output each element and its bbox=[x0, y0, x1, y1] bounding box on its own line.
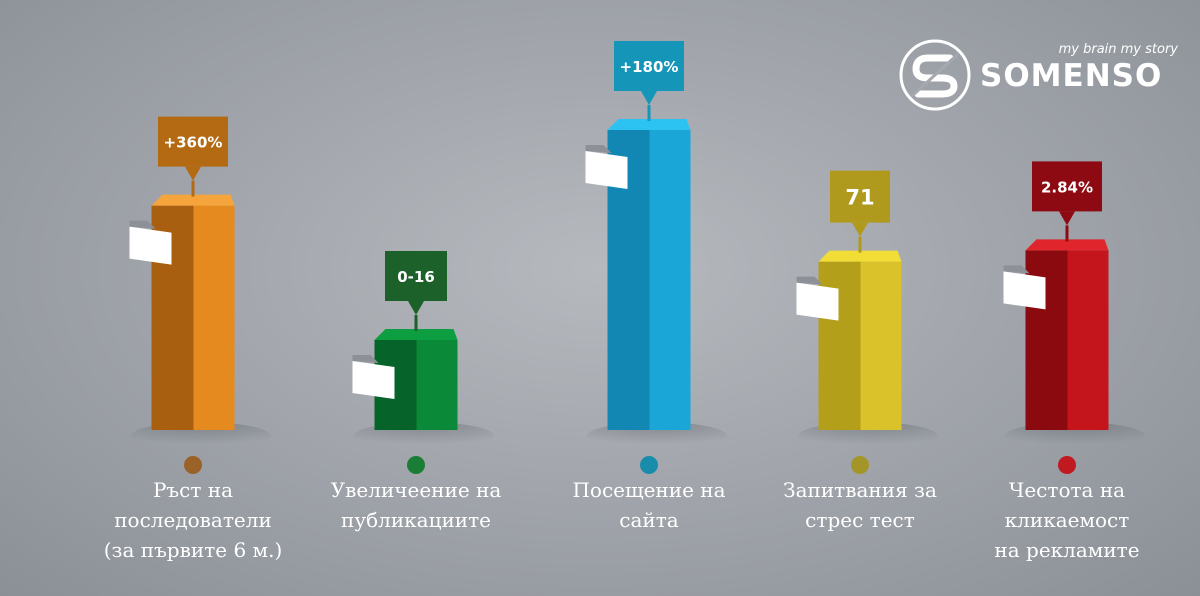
bars-group: +360% Ръст на последователи (за първите 6 м… bbox=[104, 41, 1145, 562]
tick-label: Посещение на сайта bbox=[572, 478, 725, 532]
logo-tagline: my brain my story bbox=[1058, 42, 1178, 57]
bar-top-face bbox=[607, 119, 691, 130]
callout-pointer bbox=[185, 166, 201, 181]
bar-white-tag-fold bbox=[1003, 265, 1030, 274]
tick-label-line: сайта bbox=[619, 508, 679, 532]
tick-label: Ръст на последователи (за първите 6 м.) bbox=[104, 478, 283, 562]
callout-pointer bbox=[408, 301, 424, 315]
callout-box bbox=[1032, 161, 1102, 212]
tick-label: Запитвания за стрес тест bbox=[783, 478, 937, 532]
tick-label-line: публикациите bbox=[341, 508, 491, 532]
tick-label: Честота на кликаемост на рекламите bbox=[994, 478, 1139, 562]
bar-top-face bbox=[1025, 239, 1109, 251]
category-dot bbox=[640, 456, 658, 474]
bar-top-face bbox=[818, 250, 902, 262]
callout-pointer bbox=[641, 91, 657, 105]
bar-side-face bbox=[193, 205, 235, 430]
somenso-logo: my brain my story SOMENSO bbox=[898, 38, 1178, 112]
bar-white-tag bbox=[585, 151, 628, 189]
bar-side-face bbox=[1067, 250, 1109, 430]
data-label: 2.84% bbox=[1041, 178, 1093, 196]
bar-white-tag bbox=[352, 361, 395, 399]
tick-label-line: Увеличеение на bbox=[331, 478, 502, 502]
data-label: +180% bbox=[620, 58, 679, 76]
somenso-s-mark-icon bbox=[899, 39, 971, 111]
callout-box bbox=[830, 170, 890, 223]
bar-white-tag-fold bbox=[796, 276, 823, 285]
tick-label-line: стрес тест bbox=[805, 508, 915, 532]
callout-box bbox=[614, 41, 684, 91]
bar-side-face bbox=[860, 261, 902, 430]
tick-label-line: Честота на bbox=[1009, 478, 1125, 502]
bar-1: +360% Ръст на последователи (за първите 6 м… bbox=[104, 116, 283, 562]
callout-box bbox=[158, 116, 228, 167]
category-dot bbox=[407, 456, 425, 474]
data-label: 0-16 bbox=[397, 268, 435, 286]
callout-pointer bbox=[852, 222, 868, 237]
tick-label-line: на рекламите bbox=[994, 538, 1139, 562]
callout-box bbox=[385, 251, 447, 301]
bar-top-face bbox=[374, 329, 458, 340]
callout-pointer bbox=[1059, 211, 1075, 226]
bar-5: 2.84% Честота на кликаемост на рекламите bbox=[994, 161, 1145, 562]
category-dot bbox=[184, 456, 202, 474]
tick-label-line: Ръст на bbox=[153, 478, 233, 502]
category-dot bbox=[1058, 456, 1076, 474]
bar-top-face bbox=[151, 194, 235, 206]
bar-3: +180% Посещение на сайта bbox=[572, 41, 727, 532]
tick-label-line: кликаемост bbox=[1005, 508, 1130, 532]
bar-4: 71 Запитвания за стрес тест bbox=[783, 170, 938, 532]
tick-label-line: последователи bbox=[114, 508, 272, 532]
bar-white-tag bbox=[1003, 271, 1046, 310]
data-label: +360% bbox=[164, 134, 223, 152]
tick-label-line: Посещение на bbox=[572, 478, 725, 502]
bar-white-tag bbox=[129, 226, 172, 265]
bar-side-face bbox=[649, 130, 691, 430]
bar-white-tag bbox=[796, 282, 839, 321]
tick-label: Увеличеение на публикациите bbox=[331, 478, 502, 532]
data-label: 71 bbox=[845, 186, 874, 210]
bar-side-face bbox=[416, 340, 458, 430]
tick-label-line: Запитвания за bbox=[783, 478, 937, 502]
bar-white-tag-fold bbox=[585, 145, 612, 153]
bar-white-tag-fold bbox=[129, 220, 156, 229]
tick-label-line: (за първите 6 м.) bbox=[104, 538, 283, 562]
logo-wordmark: SOMENSO bbox=[980, 58, 1163, 94]
category-dot bbox=[851, 456, 869, 474]
bar-white-tag-fold bbox=[352, 355, 379, 363]
bar-2: 0-16 Увеличеение на публикациите bbox=[331, 251, 502, 532]
